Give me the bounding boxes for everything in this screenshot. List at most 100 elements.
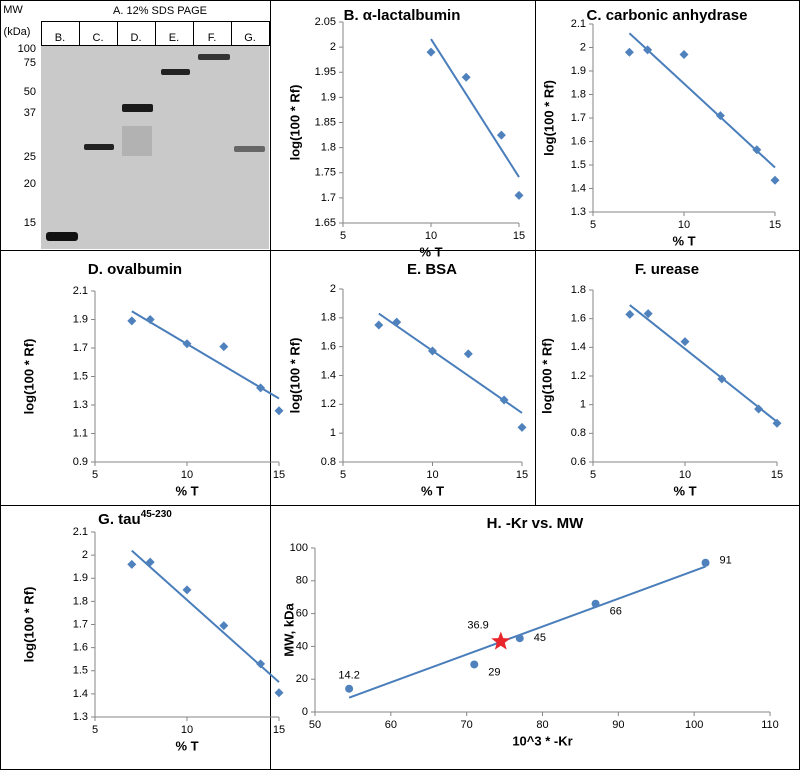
y-tick-label: 0.8 bbox=[321, 456, 336, 468]
y-axis-label: MW, kDa bbox=[281, 603, 296, 657]
y-tick-label: 1.75 bbox=[315, 167, 336, 179]
y-tick-label: 1.5 bbox=[571, 159, 586, 171]
data-label: 29 bbox=[488, 666, 500, 678]
x-tick-label: 80 bbox=[536, 719, 548, 731]
y-tick-label: 0.8 bbox=[571, 427, 586, 439]
y-tick-label: 1.9 bbox=[73, 313, 88, 325]
gel-band bbox=[198, 54, 230, 60]
data-point bbox=[752, 145, 762, 155]
y-tick-label: 1.9 bbox=[571, 65, 586, 77]
data-point bbox=[643, 309, 653, 319]
lane-label: D. bbox=[131, 32, 142, 44]
y-tick-label: 1.65 bbox=[315, 217, 336, 229]
y-tick-label: 1 bbox=[330, 427, 336, 439]
y-tick-label: 1.5 bbox=[73, 665, 88, 677]
y-tick-label: 1.7 bbox=[571, 112, 586, 124]
star-label: 36.9 bbox=[467, 619, 488, 631]
gel-image bbox=[41, 46, 269, 249]
data-point bbox=[514, 190, 524, 200]
data-point bbox=[219, 621, 229, 631]
lane-label: E. bbox=[169, 32, 179, 44]
y-tick-label: 1.3 bbox=[571, 206, 586, 218]
chart-title-text: H. -Kr vs. MW bbox=[487, 515, 585, 532]
data-label: 91 bbox=[720, 555, 732, 567]
y-tick-label: 1.8 bbox=[571, 284, 586, 296]
trendline bbox=[348, 565, 706, 699]
y-tick-label: 1.4 bbox=[571, 182, 586, 194]
gel-band bbox=[234, 146, 265, 152]
x-tick-label: 10 bbox=[425, 230, 437, 242]
data-point bbox=[127, 316, 137, 326]
x-tick-label: 5 bbox=[340, 469, 346, 481]
data-point bbox=[496, 130, 506, 140]
lane-header-box bbox=[231, 21, 270, 46]
data-point bbox=[625, 309, 635, 319]
data-point bbox=[624, 47, 634, 57]
x-tick-label: 10 bbox=[181, 469, 193, 481]
mw-marker-label: 37 bbox=[24, 107, 36, 119]
y-axis-label: log(100 * Rf) bbox=[539, 338, 554, 414]
x-axis-label: % T bbox=[673, 483, 696, 498]
data-point bbox=[591, 599, 600, 608]
chart-title-text: B. α-lactalbumin bbox=[344, 7, 461, 24]
gel-title: A. 12% SDS PAGE bbox=[113, 5, 207, 17]
chart-title-text: C. carbonic anhydrase bbox=[587, 7, 748, 24]
chart-title: H. -Kr vs. MW bbox=[487, 515, 585, 532]
y-tick-label: 1.85 bbox=[315, 116, 336, 128]
y-axis-label: log(100 * Rf) bbox=[287, 338, 302, 414]
chart-title-superscript: 45-230 bbox=[141, 509, 173, 520]
data-point bbox=[715, 111, 725, 121]
gel-unit: (kDa) bbox=[4, 26, 31, 38]
y-tick-label: 1.7 bbox=[321, 192, 336, 204]
y-tick-label: 1.6 bbox=[321, 341, 336, 353]
y-tick-label: 1.3 bbox=[73, 711, 88, 723]
data-point bbox=[145, 315, 155, 324]
data-point bbox=[426, 47, 436, 57]
y-tick-label: 1.9 bbox=[73, 572, 88, 584]
x-tick-label: 70 bbox=[461, 719, 473, 731]
y-axis-label: log(100 * Rf) bbox=[21, 339, 36, 415]
gel-band bbox=[46, 232, 78, 241]
gel-band bbox=[122, 104, 153, 112]
x-tick-label: 15 bbox=[771, 469, 783, 481]
x-tick-label: 5 bbox=[92, 469, 98, 481]
lane-label: B. bbox=[55, 32, 65, 44]
y-tick-label: 1.6 bbox=[571, 135, 586, 147]
y-tick-label: 1.4 bbox=[571, 341, 586, 353]
y-tick-label: 2.05 bbox=[315, 16, 336, 28]
y-tick-label: 60 bbox=[296, 608, 308, 620]
y-tick-label: 1.5 bbox=[73, 370, 88, 382]
mw-marker-label: 75 bbox=[24, 57, 36, 69]
data-point bbox=[679, 50, 689, 60]
y-tick-label: 1.7 bbox=[73, 342, 88, 354]
data-point bbox=[219, 342, 229, 352]
star-point bbox=[491, 631, 511, 650]
trendline bbox=[430, 38, 520, 178]
lane-label: C. bbox=[93, 32, 104, 44]
y-tick-label: 40 bbox=[296, 640, 308, 652]
gel-band bbox=[84, 144, 114, 150]
y-tick-label: 1.4 bbox=[321, 369, 336, 381]
y-tick-label: 0.6 bbox=[571, 456, 586, 468]
x-tick-label: 15 bbox=[273, 469, 285, 481]
y-tick-label: 1.8 bbox=[73, 595, 88, 607]
mw-marker-label: 15 bbox=[24, 217, 36, 229]
trendline bbox=[131, 310, 280, 400]
mw-marker-label: 100 bbox=[18, 43, 36, 55]
y-tick-label: 1.8 bbox=[321, 142, 336, 154]
x-axis-label: % T bbox=[672, 233, 695, 248]
y-tick-label: 1.95 bbox=[315, 66, 336, 78]
data-point bbox=[754, 404, 764, 414]
x-axis-label: % T bbox=[419, 244, 442, 259]
x-tick-label: 110 bbox=[761, 719, 779, 731]
y-tick-label: 0.9 bbox=[73, 456, 88, 468]
x-tick-label: 5 bbox=[92, 724, 98, 736]
y-axis-label: log(100 * Rf) bbox=[21, 587, 36, 663]
y-tick-label: 1.7 bbox=[73, 618, 88, 630]
x-tick-label: 5 bbox=[340, 230, 346, 242]
data-label: 14.2 bbox=[338, 670, 359, 682]
y-tick-label: 1.4 bbox=[73, 688, 88, 700]
trendline bbox=[131, 549, 280, 683]
data-point bbox=[470, 660, 479, 669]
